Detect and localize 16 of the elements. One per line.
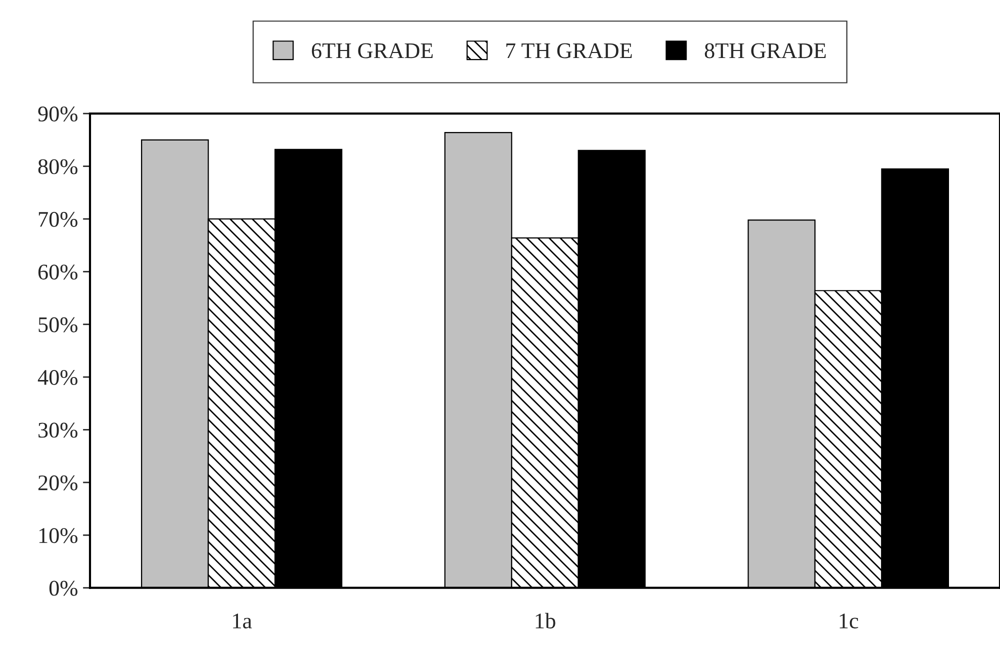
y-tick-label: 20% [38, 475, 78, 490]
legend-label: 8TH GRADE [704, 43, 826, 58]
y-tick-label: 80% [38, 159, 78, 174]
x-tick-label: 1c [840, 614, 858, 628]
y-tick-label: 70% [38, 212, 78, 227]
y-tick-label: 50% [38, 317, 78, 332]
y-tick-label: 60% [38, 264, 78, 280]
y-tick-label: 90% [38, 106, 78, 122]
y-tick-label: 40% [38, 370, 78, 386]
legend-label: 7 TH GRADE [506, 43, 632, 58]
legend-label: 6TH GRADE [312, 43, 433, 58]
x-tick-label: 1a [233, 614, 252, 628]
y-tick-label: 10% [39, 528, 78, 544]
y-tick-label: 0% [49, 580, 78, 596]
x-tick-label: 1b [536, 612, 556, 628]
y-tick-label: 30% [38, 422, 78, 438]
